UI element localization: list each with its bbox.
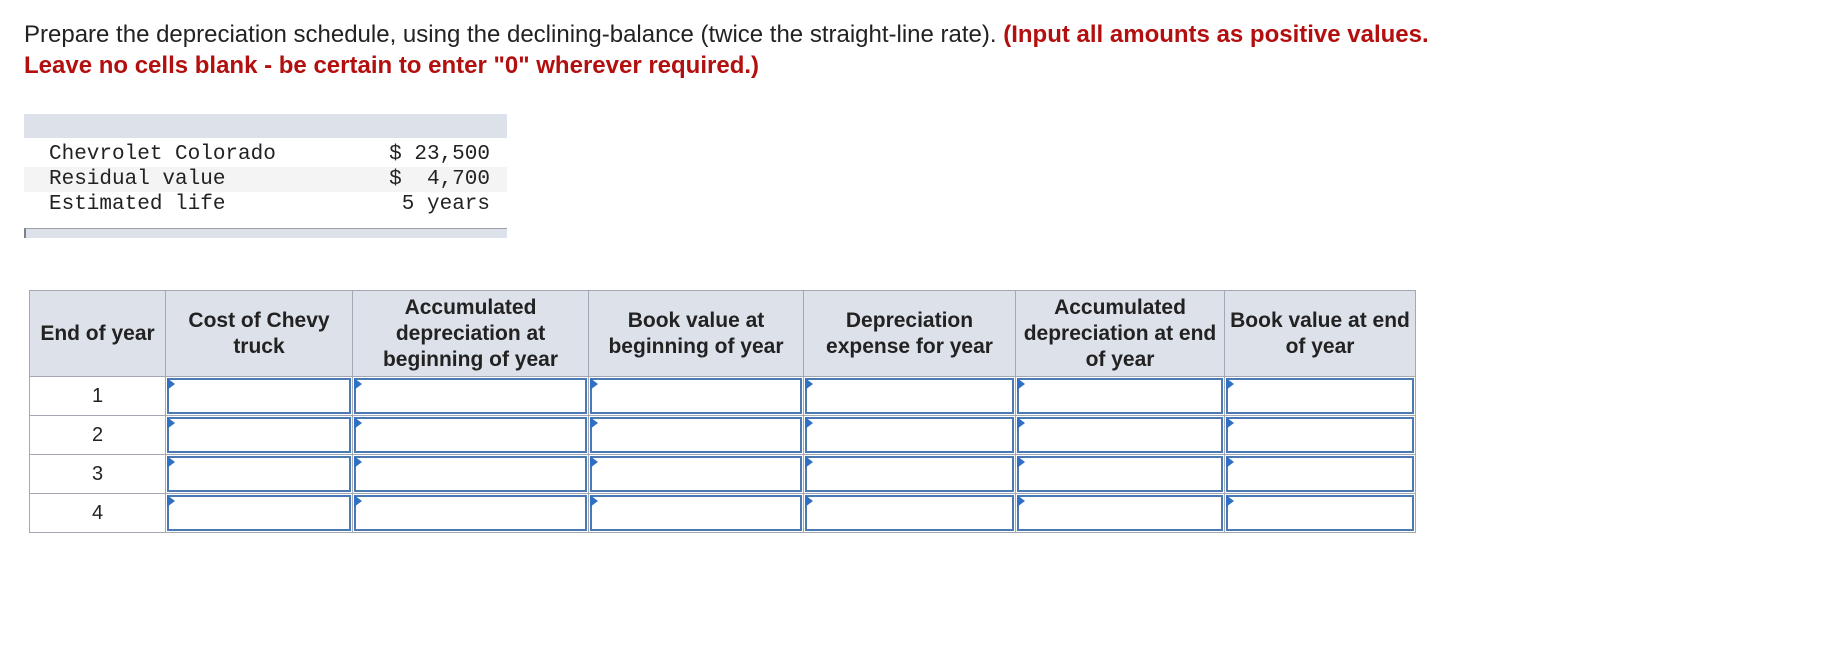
table-row: 4 xyxy=(29,493,1416,533)
book-value-end-input[interactable] xyxy=(1226,495,1414,531)
info-value: $ 4,700 xyxy=(389,168,490,191)
header-end-of-year: End of year xyxy=(29,290,166,377)
info-box-bottom-bar xyxy=(24,228,507,238)
instructions-line-1: Prepare the depreciation schedule, using… xyxy=(24,19,1844,50)
instructions-warning-2: Leave no cells blank - be certain to ent… xyxy=(24,52,760,79)
year-cell: 1 xyxy=(29,376,166,416)
instructions-warning-1: (Input all amounts as positive values. xyxy=(1003,21,1429,48)
info-box-top-bar xyxy=(24,114,507,138)
instructions-text: Prepare the depreciation schedule, using… xyxy=(24,21,1004,48)
dep-expense-input[interactable] xyxy=(805,456,1014,492)
info-row-residual: Residual value $ 4,700 xyxy=(24,167,507,192)
year-cell: 4 xyxy=(29,493,166,533)
info-row-cost: Chevrolet Colorado $ 23,500 xyxy=(24,142,507,167)
accum-dep-begin-input[interactable] xyxy=(354,378,587,414)
header-row: End of year Cost of Chevy truck Accumula… xyxy=(29,290,1416,377)
book-value-end-input[interactable] xyxy=(1226,378,1414,414)
info-label: Chevrolet Colorado xyxy=(49,143,276,166)
depreciation-schedule-table: End of year Cost of Chevy truck Accumula… xyxy=(29,290,1416,533)
book-value-begin-input[interactable] xyxy=(590,417,802,453)
header-accum-dep-end: Accumulated depreciation at end of year xyxy=(1015,290,1225,377)
header-cost: Cost of Chevy truck xyxy=(165,290,353,377)
accum-dep-begin-input[interactable] xyxy=(354,456,587,492)
cost-input[interactable] xyxy=(167,495,351,531)
info-value: 5 years xyxy=(401,193,490,216)
header-accum-dep-begin: Accumulated depreciation at beginning of… xyxy=(352,290,589,377)
given-info-box: Chevrolet Colorado $ 23,500 Residual val… xyxy=(24,114,507,238)
table-row: 1 xyxy=(29,376,1416,416)
info-value: $ 23,500 xyxy=(389,143,490,166)
info-label: Estimated life xyxy=(49,193,226,216)
header-book-value-begin: Book value at beginning of year xyxy=(588,290,804,377)
info-row-life: Estimated life 5 years xyxy=(24,192,507,217)
accum-dep-begin-input[interactable] xyxy=(354,417,587,453)
header-book-value-end: Book value at end of year xyxy=(1224,290,1416,377)
cost-input[interactable] xyxy=(167,378,351,414)
year-cell: 2 xyxy=(29,415,166,455)
accum-dep-begin-input[interactable] xyxy=(354,495,587,531)
accum-dep-end-input[interactable] xyxy=(1017,378,1223,414)
book-value-begin-input[interactable] xyxy=(590,378,802,414)
header-dep-expense: Depreciation expense for year xyxy=(803,290,1016,377)
table-row: 2 xyxy=(29,415,1416,455)
book-value-begin-input[interactable] xyxy=(590,495,802,531)
book-value-begin-input[interactable] xyxy=(590,456,802,492)
cost-input[interactable] xyxy=(167,417,351,453)
year-cell: 3 xyxy=(29,454,166,494)
book-value-end-input[interactable] xyxy=(1226,417,1414,453)
accum-dep-end-input[interactable] xyxy=(1017,417,1223,453)
dep-expense-input[interactable] xyxy=(805,495,1014,531)
instructions: Prepare the depreciation schedule, using… xyxy=(24,19,1844,89)
accum-dep-end-input[interactable] xyxy=(1017,456,1223,492)
dep-expense-input[interactable] xyxy=(805,378,1014,414)
accum-dep-end-input[interactable] xyxy=(1017,495,1223,531)
dep-expense-input[interactable] xyxy=(805,417,1014,453)
book-value-end-input[interactable] xyxy=(1226,456,1414,492)
info-label: Residual value xyxy=(49,168,226,191)
cost-input[interactable] xyxy=(167,456,351,492)
table-row: 3 xyxy=(29,454,1416,494)
